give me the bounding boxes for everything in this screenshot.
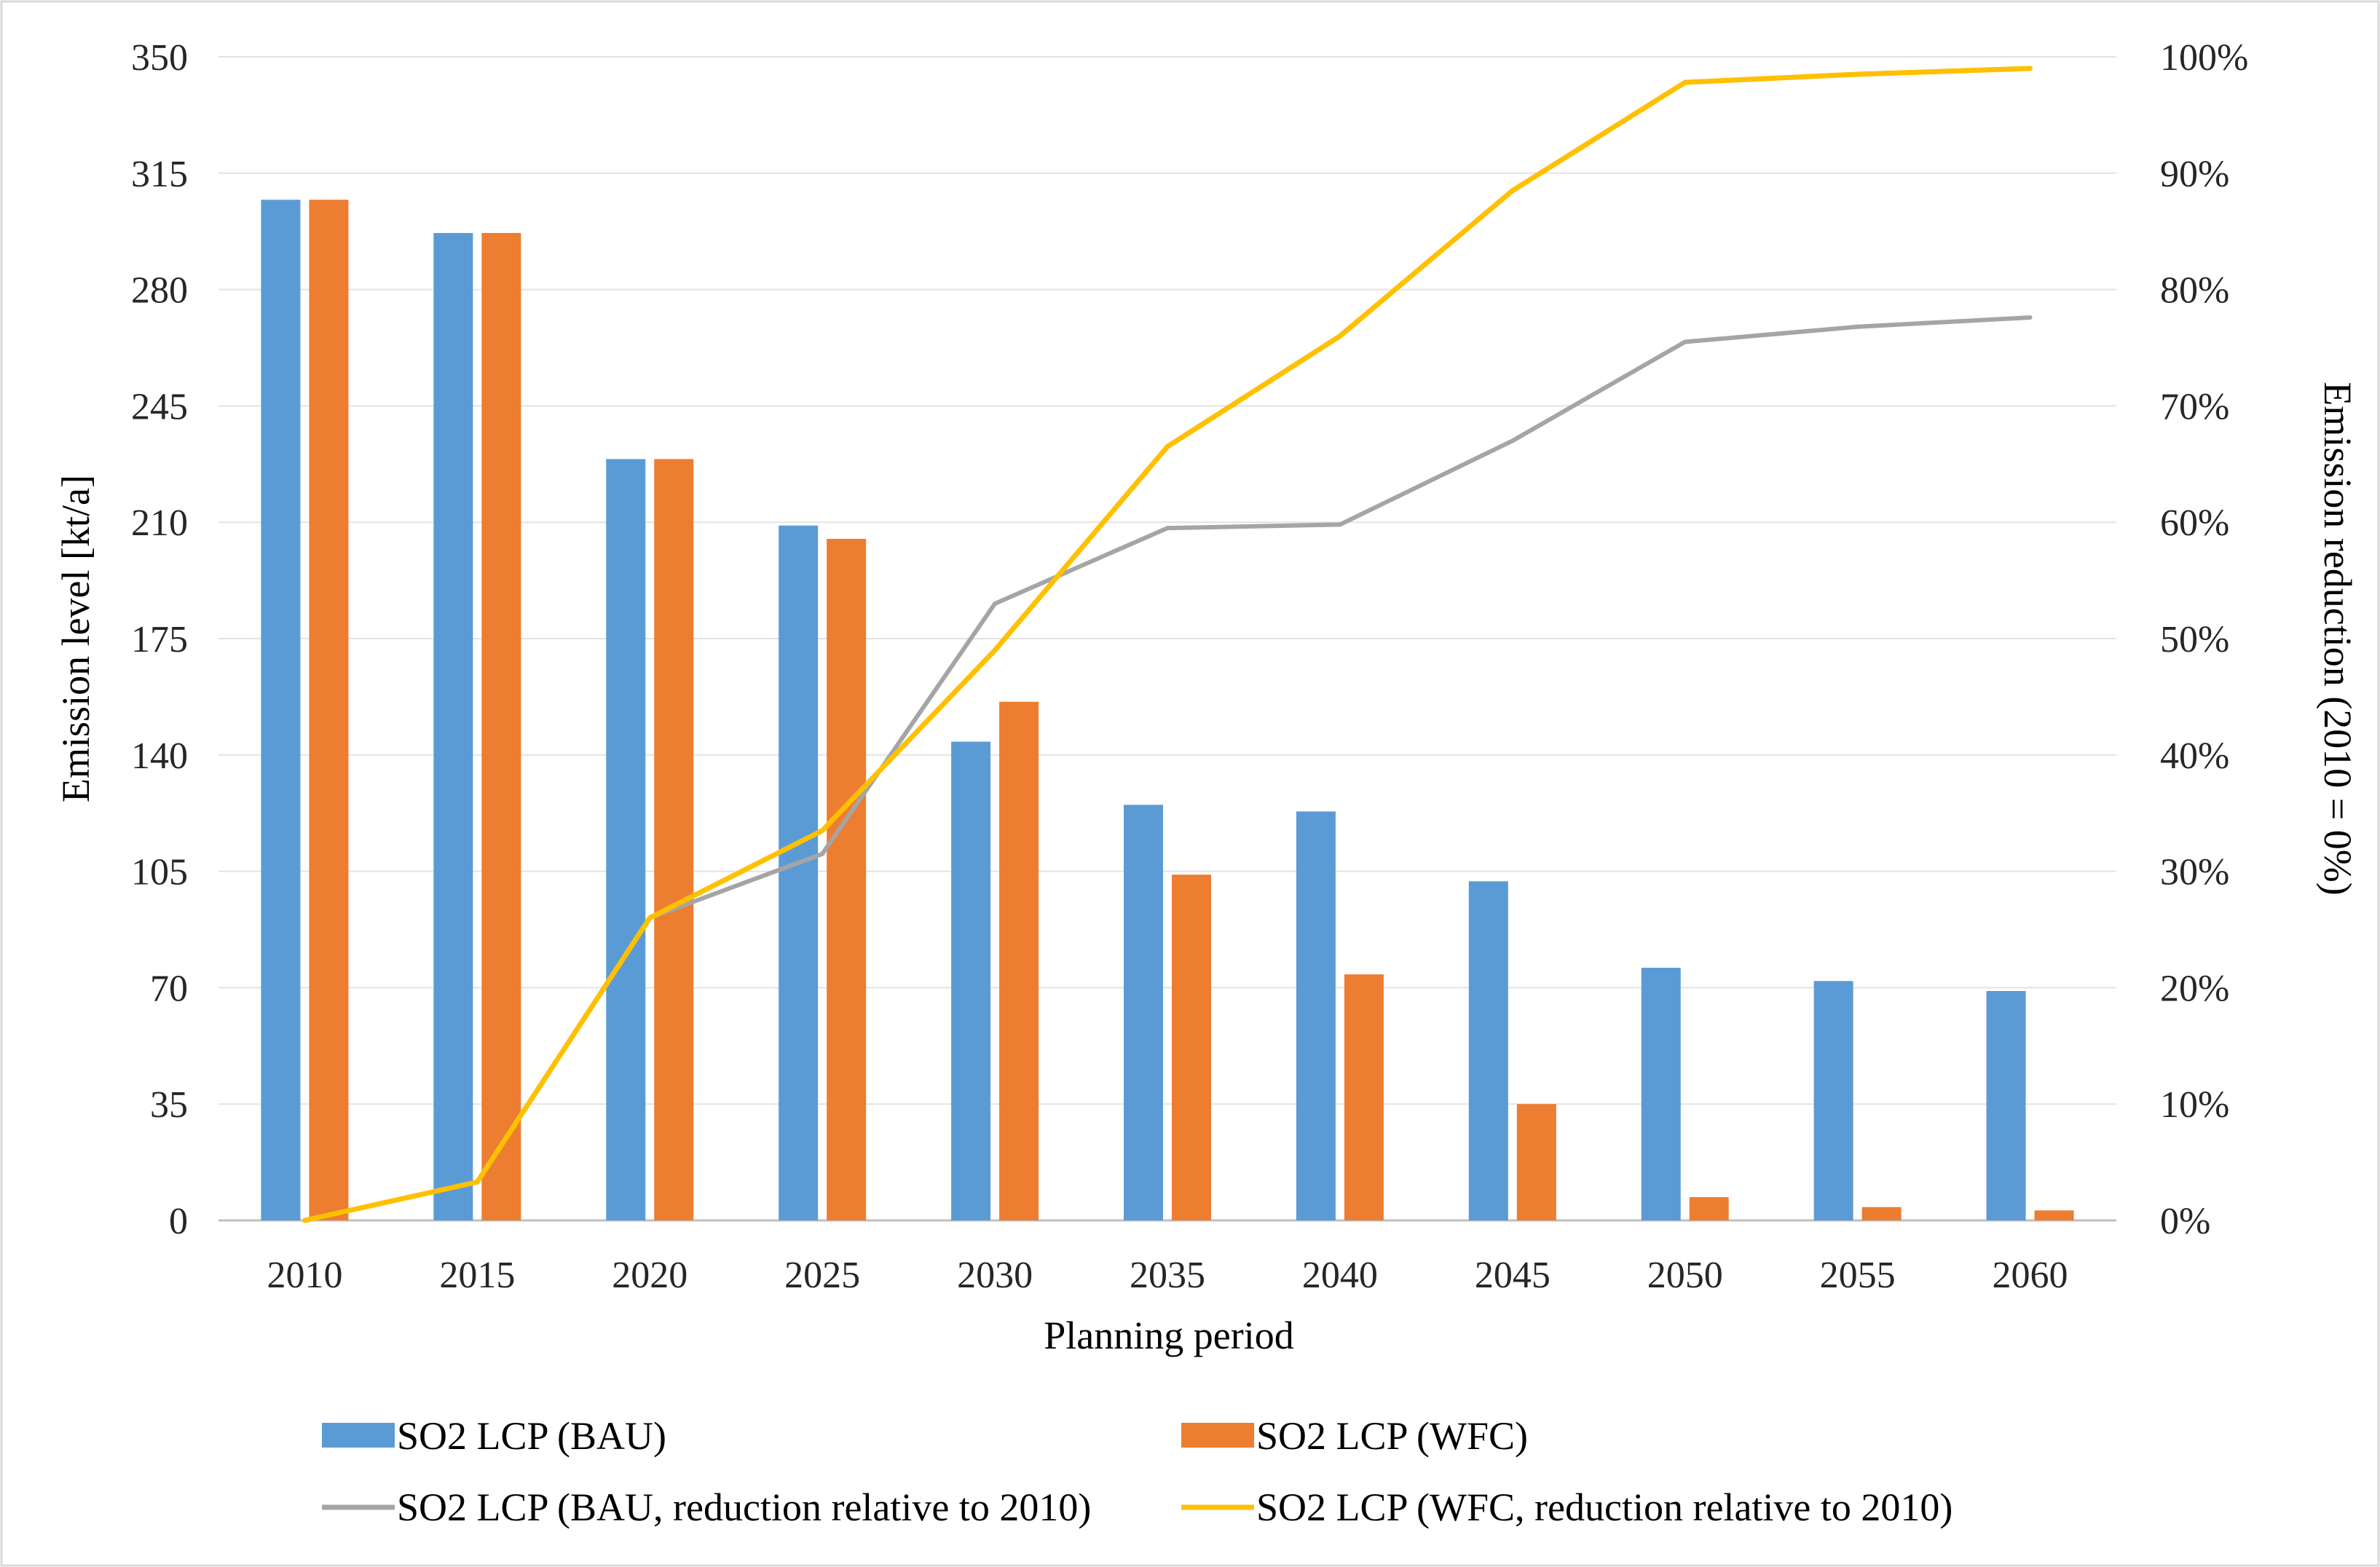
x-tick-label: 2050 (1647, 1255, 1723, 1296)
y2-tick-label: 100% (2160, 37, 2248, 79)
y-tick-label: 175 (131, 619, 188, 660)
bar-wfc (1516, 1104, 1556, 1220)
y2-tick-label: 20% (2160, 968, 2229, 1009)
bar-wfc (481, 232, 521, 1220)
x-tick-label: 2025 (784, 1255, 860, 1296)
y-tick-label: 70 (150, 968, 188, 1009)
y2-tick-label: 30% (2160, 852, 2229, 893)
bar-bau (1986, 990, 2026, 1220)
bar-bau (1124, 805, 1163, 1220)
legend-swatch-bau-bars (322, 1423, 395, 1448)
y2-tick-label: 70% (2160, 386, 2229, 427)
x-axis-title: Planning period (1044, 1314, 1293, 1357)
bar-bau (433, 232, 473, 1220)
x-tick-label: 2045 (1475, 1255, 1550, 1296)
y-tick-label: 350 (131, 37, 188, 79)
y2-tick-label: 40% (2160, 735, 2229, 777)
bar-bau (1641, 968, 1681, 1220)
legend: SO2 LCP (BAU) SO2 LCP (WFC) SO2 LCP (BAU… (322, 1414, 1953, 1529)
y-tick-label: 35 (150, 1084, 188, 1126)
y-tick-label: 315 (131, 154, 188, 195)
legend-label-wfc-bars: SO2 LCP (WFC) (1256, 1414, 1528, 1458)
bar-wfc (827, 539, 867, 1220)
y2-tick-label: 80% (2160, 270, 2229, 312)
x-tick-label: 2030 (957, 1255, 1033, 1296)
y-tick-label: 0 (169, 1201, 188, 1242)
y-tick-label: 140 (131, 735, 188, 777)
x-tick-label: 2010 (267, 1255, 342, 1296)
bar-bau (1813, 981, 1853, 1220)
bar-wfc (999, 701, 1039, 1220)
bar-bau (606, 459, 646, 1220)
y-tick-label: 210 (131, 502, 188, 544)
bar-wfc (1861, 1207, 1902, 1220)
legend-label-bau-bars: SO2 LCP (BAU) (397, 1414, 666, 1458)
bar-wfc (1172, 875, 1211, 1220)
bar-wfc (654, 459, 694, 1220)
y2-axis-title: Emission reduction (2010 = 0%) (2316, 382, 2360, 895)
y-tick-label: 280 (131, 270, 188, 312)
bar-bau (1468, 881, 1508, 1220)
tick-labels: 0 35 70 105 140 175 210 245 280 315 350 0% 10% 20% 30%… (131, 37, 2248, 1296)
x-tick-label: 2055 (1820, 1255, 1896, 1296)
y2-tick-label: 90% (2160, 154, 2229, 195)
legend-label-wfc-line: SO2 LCP (WFC, reduction relative to 2010… (1256, 1485, 1953, 1529)
x-tick-label: 2035 (1130, 1255, 1205, 1296)
bar-bau (261, 200, 301, 1221)
bar-bau (779, 525, 819, 1220)
reduction-lines (302, 66, 2033, 1223)
x-tick-label: 2060 (1993, 1255, 2068, 1296)
y-axis-title: Emission level [kt/a] (54, 475, 98, 802)
line-wfc-reduction (302, 66, 2033, 1223)
bar-wfc (1344, 974, 1384, 1220)
bar-wfc (1689, 1197, 1729, 1220)
x-tick-label: 2015 (439, 1255, 515, 1296)
y-tick-label: 245 (131, 386, 188, 427)
y2-tick-label: 50% (2160, 619, 2229, 660)
gridlines (218, 56, 2116, 1222)
bar-bau (951, 741, 991, 1220)
y-tick-label: 105 (131, 852, 188, 893)
bars (261, 200, 2074, 1221)
legend-label-bau-line: SO2 LCP (BAU, reduction relative to 2010… (397, 1485, 1091, 1529)
y2-tick-label: 0% (2160, 1201, 2210, 1242)
bar-wfc (2034, 1210, 2074, 1220)
bar-wfc (309, 200, 349, 1221)
y2-tick-label: 10% (2160, 1084, 2229, 1126)
legend-swatch-wfc-bars (1181, 1423, 1254, 1448)
x-tick-label: 2040 (1302, 1255, 1378, 1296)
bar-bau (1296, 811, 1336, 1220)
x-tick-label: 2020 (612, 1255, 687, 1296)
y2-tick-label: 60% (2160, 502, 2229, 544)
